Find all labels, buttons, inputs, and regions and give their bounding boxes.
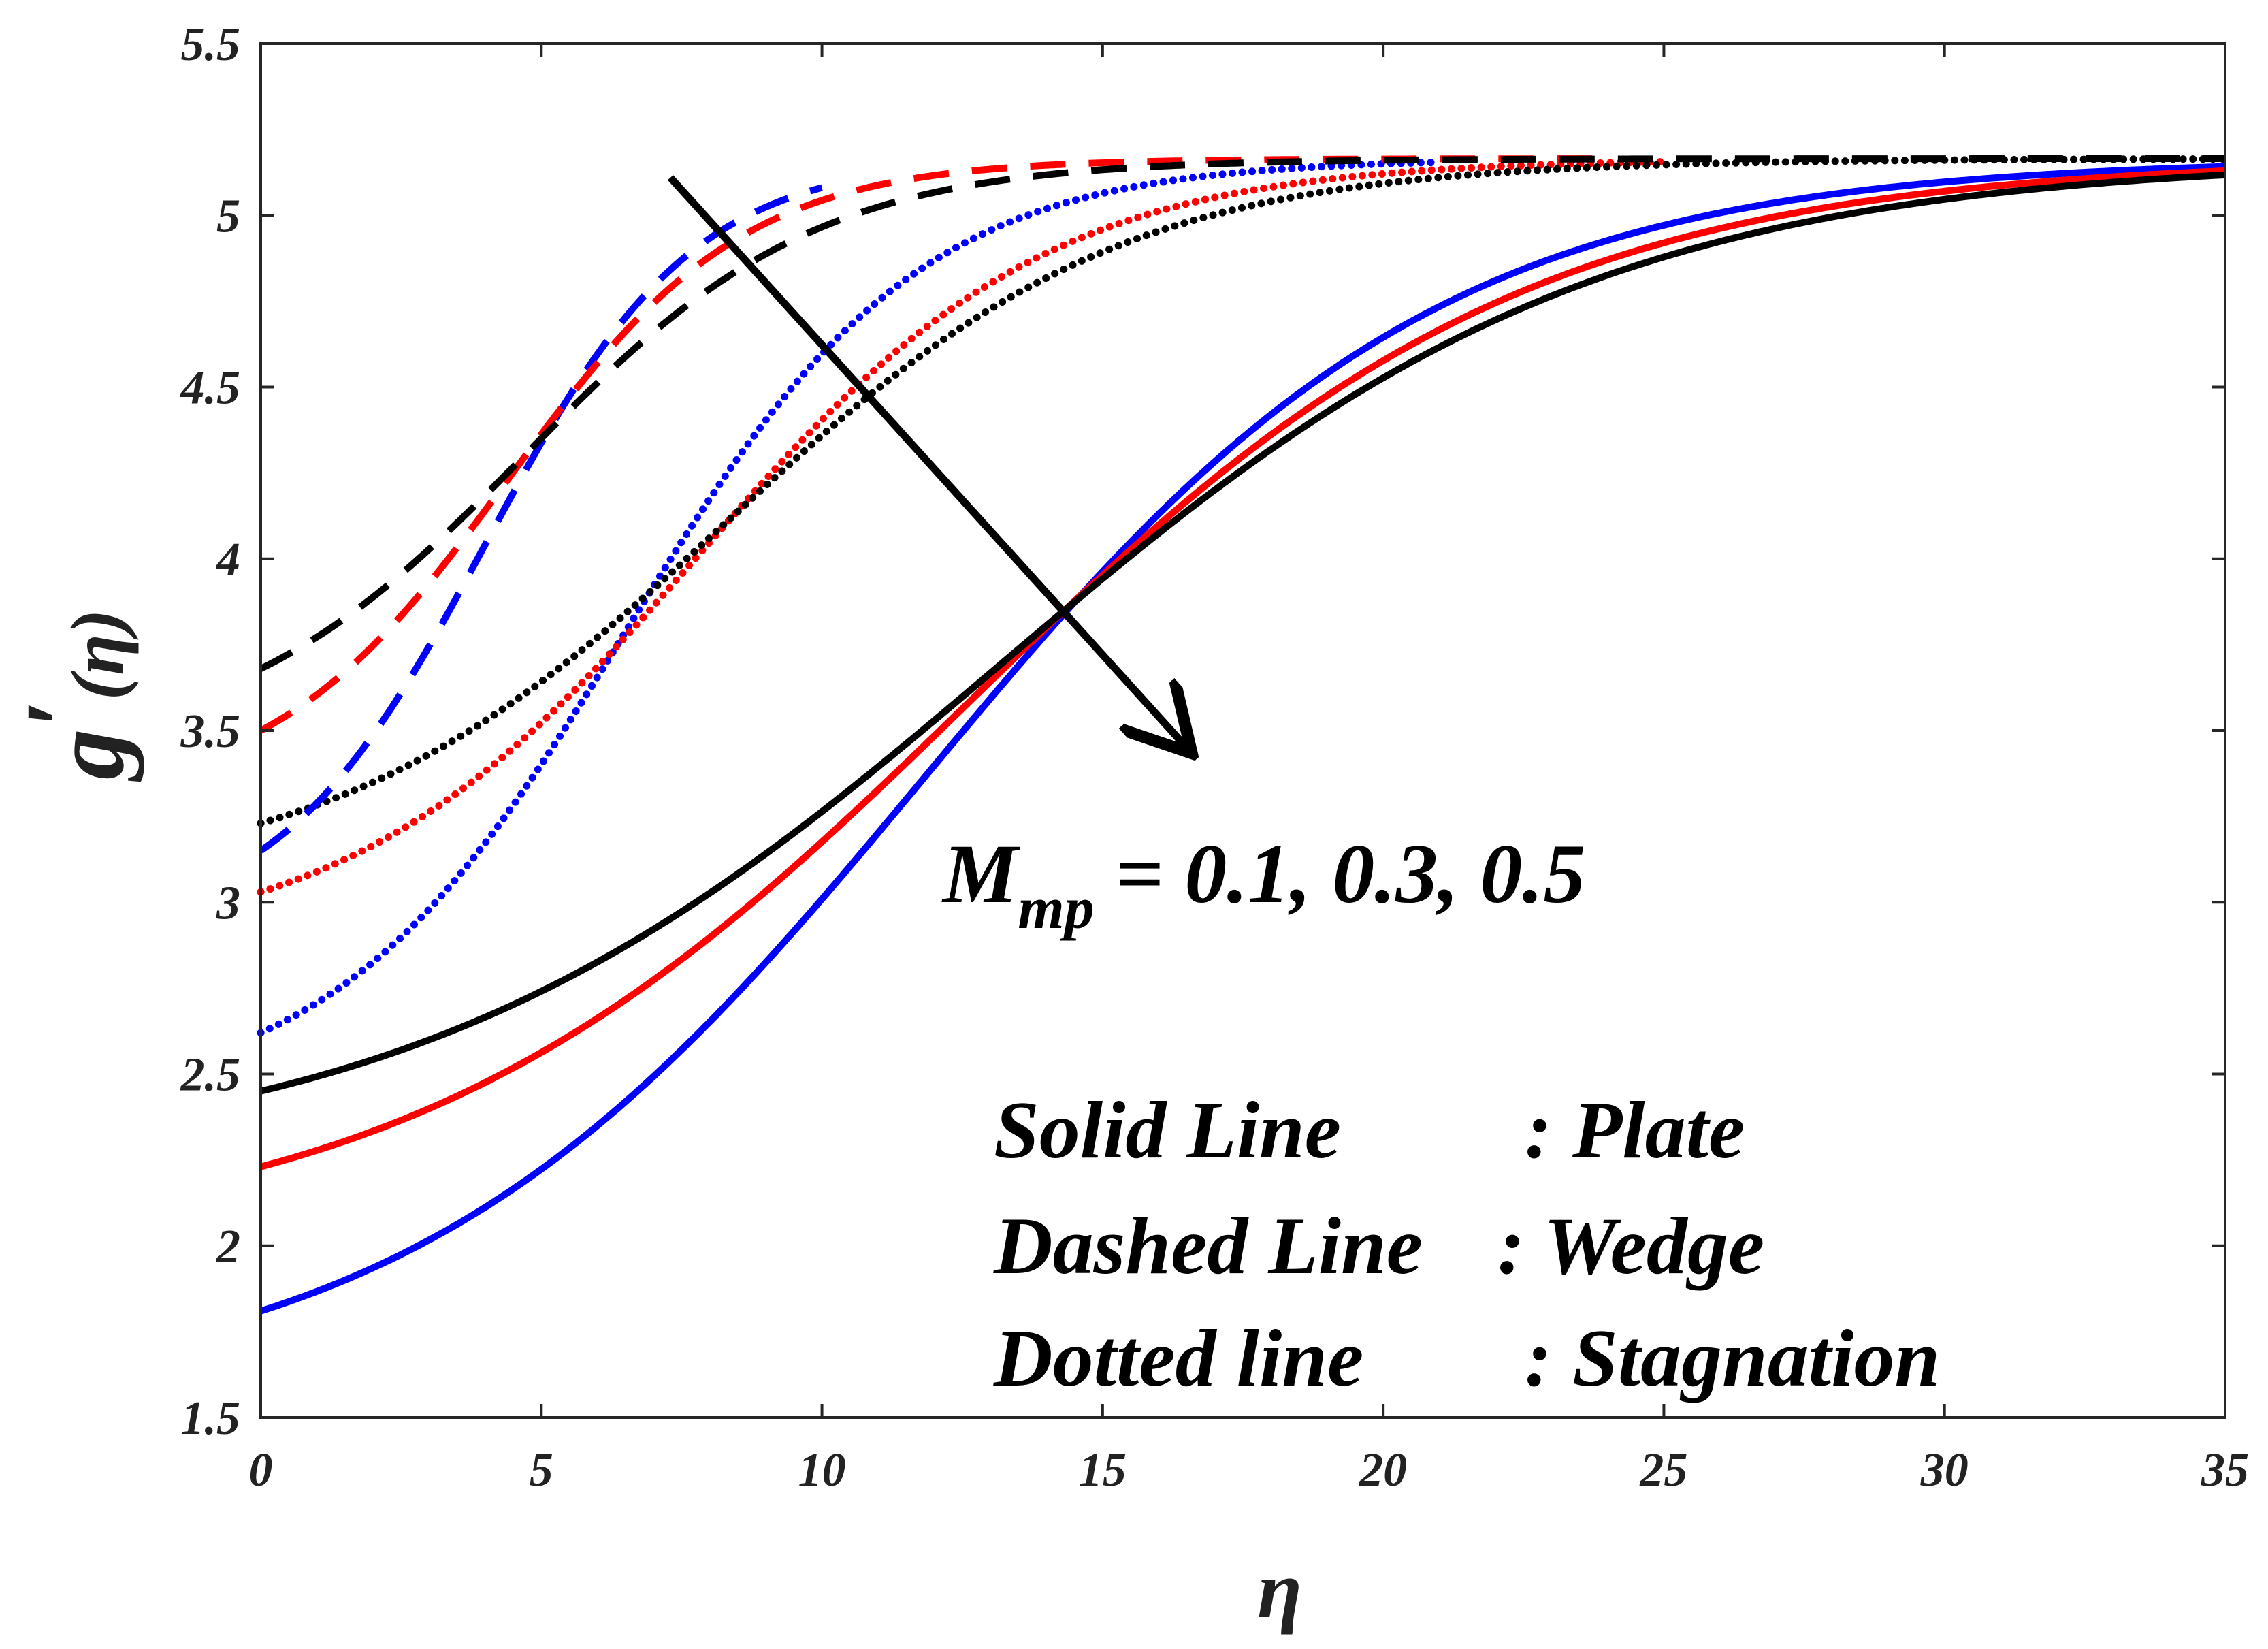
- legend-dashed-label: Dashed Line: [993, 1200, 1423, 1291]
- legend-dashed-value: : Wedge: [1497, 1200, 1764, 1291]
- y-tick-label: 4.5: [180, 362, 241, 415]
- x-tick-label: 15: [1079, 1444, 1127, 1496]
- parameter-symbol: M: [941, 827, 1020, 920]
- x-tick-label: 35: [2201, 1444, 2249, 1496]
- y-axis-label-arg: (η): [56, 609, 139, 701]
- y-axis-label-prime: ′: [5, 700, 118, 729]
- plot-background: [261, 44, 2225, 1418]
- y-tick-label: 2.5: [180, 1049, 241, 1102]
- x-tick-label: 25: [1639, 1444, 1687, 1496]
- x-tick-label: 20: [1359, 1444, 1407, 1496]
- y-axis-label: g′(η): [5, 609, 145, 782]
- series-line-dotted-2: [257, 155, 2229, 827]
- parameter-annotation: Mmp = 0.1, 0.3, 0.5: [941, 827, 1585, 942]
- trend-arrow: [667, 175, 1187, 748]
- y-tick-label: 5.5: [181, 18, 241, 71]
- y-tick-label: 5: [216, 190, 240, 242]
- ticks-layer: 0 5 10 15 20 25 30 35 1.5 2 2.5 3 3.5 4 4.5 5 5.5: [180, 18, 2250, 1496]
- y-tick-label: 1.5: [181, 1392, 241, 1445]
- series-line-dotted-1: [257, 158, 1668, 896]
- x-axis-label: η: [1257, 1544, 1302, 1635]
- x-tick-label: 0: [249, 1444, 273, 1496]
- x-tick-label: 10: [798, 1444, 846, 1496]
- series-line-dotted-0: [257, 158, 1444, 1037]
- x-tick-label: 5: [530, 1444, 553, 1496]
- series-line-dashed-1: [259, 155, 1608, 734]
- parameter-values: = 0.1, 0.3, 0.5: [1095, 827, 1586, 920]
- line-style-legend: Solid Line : Plate Dashed Line : Wedge D…: [993, 1085, 1940, 1403]
- legend-dotted-value: : Stagnation: [1525, 1313, 1940, 1403]
- series-line-solid-1: [259, 167, 2226, 1170]
- series-line-dashed-2: [259, 155, 2225, 672]
- y-tick-label: 4: [215, 534, 240, 586]
- series-layer: [257, 155, 2229, 1315]
- parameter-subscript: mp: [1018, 876, 1094, 942]
- legend-dotted-label: Dotted line: [993, 1313, 1363, 1403]
- y-axis-label-main: g: [32, 729, 145, 782]
- y-tick-label: 2: [216, 1221, 240, 1273]
- svg-text:g′(η): g′(η): [5, 609, 145, 782]
- series-line-solid-0: [259, 163, 2226, 1315]
- y-tick-label: 3.5: [180, 705, 241, 758]
- series-line-solid-2: [259, 171, 2226, 1095]
- x-tick-label: 30: [1920, 1444, 1969, 1496]
- y-tick-label: 3: [216, 877, 240, 929]
- legend-solid-label: Solid Line: [994, 1085, 1341, 1175]
- legend-solid-value: : Plate: [1525, 1085, 1745, 1175]
